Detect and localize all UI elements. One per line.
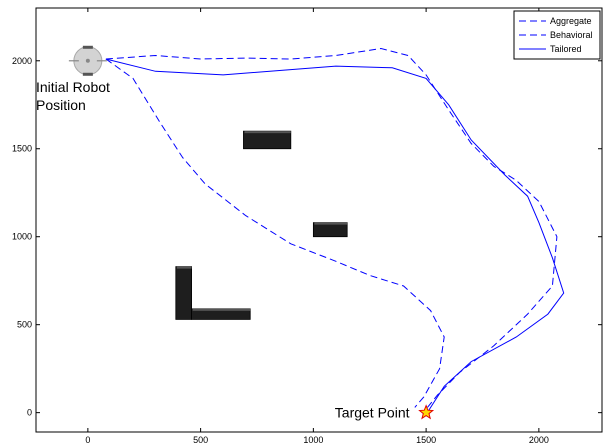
obstacle-edge <box>192 308 251 311</box>
obstacle-layer <box>175 130 348 320</box>
x-tick-label: 1000 <box>303 435 323 445</box>
obstacle-edge <box>244 131 291 134</box>
y-tick-label: 2000 <box>12 56 32 66</box>
annotation-text: Initial Robot <box>36 79 110 95</box>
legend-box <box>513 10 601 60</box>
y-tick-label: 1500 <box>12 144 32 154</box>
series-line-behavioral <box>105 58 445 408</box>
obstacle-edge <box>176 266 192 269</box>
legend: Aggregate Behavioral Tailored <box>513 10 601 60</box>
x-tick-label: 0 <box>85 435 90 445</box>
obstacle-block <box>312 222 348 238</box>
legend-label: Tailored <box>550 44 582 54</box>
legend-label: Aggregate <box>550 16 592 26</box>
series-line-aggregate <box>105 47 558 410</box>
x-tick-label: 500 <box>193 435 208 445</box>
obstacle-block <box>243 130 292 150</box>
legend-label: Behavioral <box>550 30 593 40</box>
y-tick-label: 0 <box>27 408 32 418</box>
x-tick-label: 2000 <box>529 435 549 445</box>
annotation-text: Position <box>36 97 86 113</box>
robot-center <box>85 58 90 63</box>
obstacle-edge <box>314 222 348 225</box>
obstacle-block <box>175 266 192 320</box>
series-line-tailored <box>105 58 565 412</box>
robot-top-sensor <box>82 45 93 49</box>
y-tick-label: 1000 <box>12 232 32 242</box>
x-tick-label: 1500 <box>416 435 436 445</box>
initial-robot-marker <box>68 45 107 76</box>
robot-bottom-sensor <box>82 72 93 76</box>
series-layer <box>105 47 565 412</box>
axis-ticks: 0 500 1000 1500 2000 0 500 1000 1500 2000 <box>12 8 602 445</box>
annotation-layer: Initial Robot Position Target Point <box>36 79 410 420</box>
y-tick-label: 500 <box>17 320 32 330</box>
plot-frame <box>35 7 603 433</box>
annotation-text: Target Point <box>335 405 410 421</box>
target-star-icon <box>418 404 435 420</box>
target-point-marker <box>418 404 435 420</box>
